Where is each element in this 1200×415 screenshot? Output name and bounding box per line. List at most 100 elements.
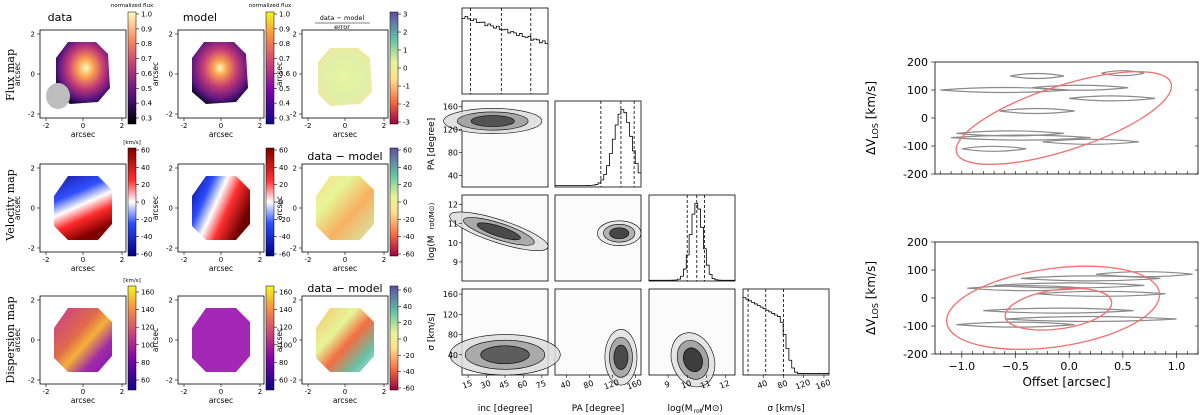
hist-0 — [462, 16, 548, 45]
corner-frame — [742, 288, 830, 376]
map-ylabel: arcsec — [275, 328, 284, 352]
corner-xtick-label: 120 — [794, 378, 811, 392]
cbar-tick-label: 60 — [141, 377, 150, 385]
cbar-tick-label: -20 — [403, 216, 414, 224]
map-xtick-label: 0 — [219, 122, 223, 130]
cbar-tick-label: 0.5 — [279, 85, 290, 93]
corner-ytick-label: 120 — [443, 126, 458, 135]
map-xtick-label: 2 — [382, 388, 386, 396]
contour-2-1 — [609, 227, 630, 239]
cbar-tick-label: 60 — [403, 147, 412, 155]
cbar-tick-label: 20 — [403, 319, 412, 327]
pv-data-contour — [956, 321, 1075, 328]
cbar-tick-label: -40 — [403, 368, 414, 376]
cbar-tick-label: 1 — [403, 47, 407, 55]
pv-xtick-label: 0.0 — [1060, 360, 1078, 373]
corner-panel-1-1 — [554, 100, 642, 188]
disp-model-colorbar — [265, 285, 275, 391]
resid-title-velocity: data − model — [307, 150, 382, 163]
corner-ytick-label: 9 — [453, 258, 458, 267]
cbar-tick-label: 40 — [279, 164, 288, 172]
contour-2-0 — [476, 222, 521, 241]
cbar-tick-label: 40 — [403, 164, 412, 172]
cbar-tick-label: -60 — [141, 251, 152, 259]
map-ytick-label: 0 — [31, 71, 35, 79]
pv-model-contour — [945, 265, 1161, 351]
pv-data-contour — [1036, 290, 1166, 297]
hist-1 — [555, 109, 641, 186]
map-xtick-label: 0 — [343, 122, 347, 130]
velocity-residual-map — [301, 163, 389, 253]
map-ytick-label: 2 — [169, 165, 173, 173]
corner-plot: 15 30 45 60 75 40 80 120 160 9 10 11 12 40 80 120 160inc… — [427, 7, 832, 415]
pv-data-contour — [1069, 95, 1156, 102]
flux-data-map — [39, 29, 127, 119]
map-ylabel: arcsec — [151, 196, 160, 220]
dispersion-data-map — [39, 295, 127, 385]
flux-model-map — [177, 29, 265, 119]
map-xtick-label: 2 — [382, 122, 386, 130]
map-xlabel: arcsec — [333, 264, 357, 273]
col-title-model: model — [183, 11, 217, 24]
kinematic-maps: data model data − model error Flux map V… — [4, 3, 414, 405]
vel-colorbar — [127, 147, 137, 257]
map-xtick-label: -2 — [181, 388, 188, 396]
flux-cbar-label: normalized flux — [111, 3, 154, 9]
row-label-dispersion: Dispersion map — [4, 296, 17, 383]
corner-xtick-label: 60 — [516, 379, 529, 391]
map-xtick-label: -2 — [305, 256, 312, 264]
pv-ytick-label: 0 — [921, 112, 928, 125]
map-ytick-label: -2 — [290, 245, 297, 253]
disp-cbar-label: [km/s] — [123, 278, 141, 284]
pv-data-contour — [1101, 70, 1145, 77]
corner-xtick-label: 120 — [603, 378, 620, 392]
pv-ytick-label: -100 — [903, 140, 928, 153]
map-xtick-label: 0 — [343, 256, 347, 264]
map-ytick-label: -2 — [166, 111, 173, 119]
pv-data-contour — [1004, 315, 1177, 323]
pv-ytick-label: -200 — [903, 168, 928, 181]
col-title-data: data — [48, 11, 73, 24]
map-xtick-label: 0 — [219, 256, 223, 264]
map-ytick-label: 0 — [169, 71, 173, 79]
corner-ytick-label: 120 — [443, 310, 458, 319]
map-ylabel: arcsec — [151, 328, 160, 352]
cbar-tick-label: 40 — [403, 303, 412, 311]
pv-data-contour — [994, 282, 1145, 289]
cbar-tick-label: -20 — [403, 352, 414, 360]
flux-model-cbar-label: normalized flux — [249, 3, 292, 9]
pv-ytick-label: 100 — [907, 84, 928, 97]
cbar-tick-label: -3 — [403, 119, 410, 127]
map-xtick-label: 0 — [219, 388, 223, 396]
map-xlabel: arcsec — [71, 396, 95, 405]
cbar-tick-label: 0 — [403, 336, 407, 344]
cbar-tick-label: 140 — [279, 306, 292, 314]
resid-subtitle-flux: error — [334, 23, 350, 31]
pv-data-contour — [940, 86, 1070, 94]
corner-panel-2-2 — [648, 194, 736, 282]
map-ytick-label: -2 — [28, 245, 35, 253]
cbar-tick-label: 140 — [141, 306, 154, 314]
corner-ytick-label: 10 — [448, 239, 458, 248]
corner-ylabel-pa: PA [degree] — [427, 118, 437, 170]
map-xtick-label: 2 — [258, 122, 262, 130]
contour-1-0 — [470, 115, 515, 127]
corner-xtick-label: 75 — [535, 379, 548, 391]
pv-model-contour — [955, 70, 1173, 166]
corner-xtick-label: 10 — [680, 379, 693, 391]
corner-frame — [461, 100, 549, 188]
map-ytick-label: -2 — [166, 245, 173, 253]
cbar-tick-label: -60 — [279, 251, 290, 259]
map-xtick-label: 2 — [120, 388, 124, 396]
corner-ytick-label: 160 — [443, 103, 458, 112]
corner-ytick-label: 80 — [448, 331, 458, 340]
contour-3-2 — [683, 347, 703, 373]
pv-xtick-label: −1.0 — [948, 360, 975, 373]
corner-ytick-label: 11 — [448, 220, 458, 229]
map-xtick-label: -2 — [43, 256, 50, 264]
cbar-tick-label: 0 — [403, 199, 407, 207]
cbar-tick-label: 0.3 — [279, 115, 290, 123]
corner-xtick-label: 12 — [718, 379, 731, 391]
cbar-tick-label: 2 — [403, 29, 407, 37]
cbar-tick-label: 0 — [279, 199, 283, 207]
